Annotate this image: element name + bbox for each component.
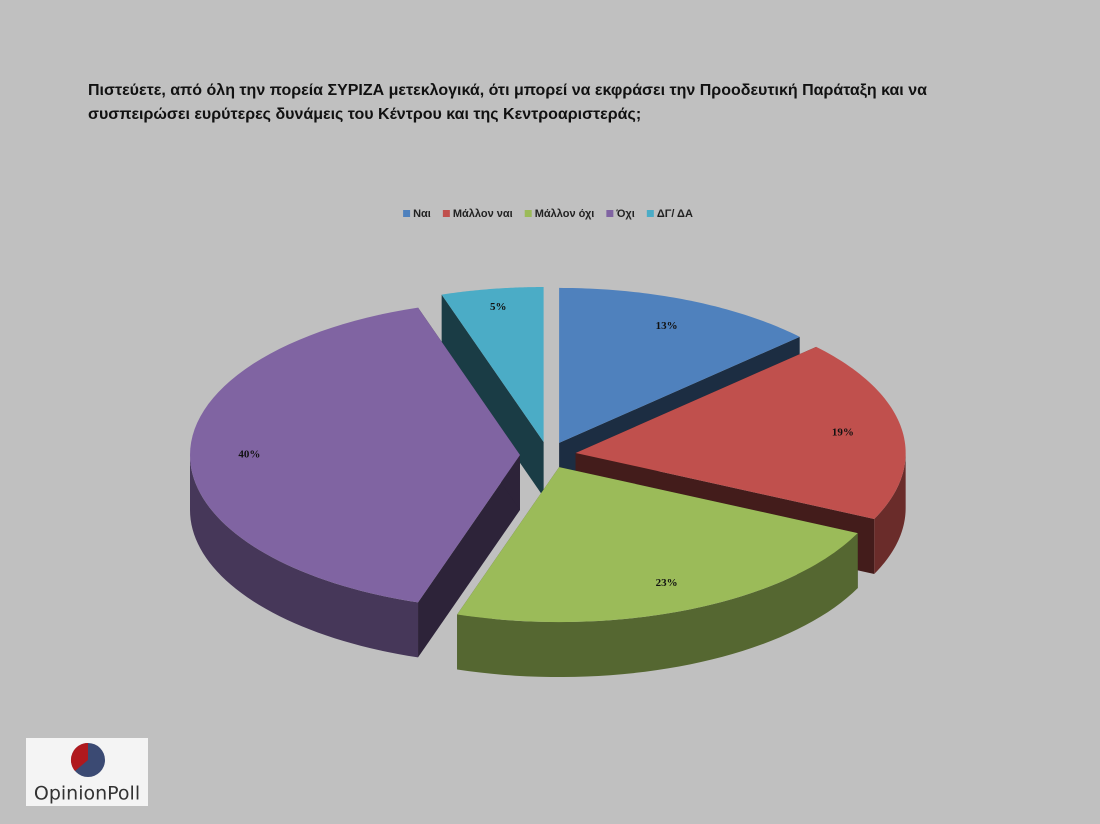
data-label: 40% — [238, 449, 260, 461]
legend-label: Ναι — [413, 208, 431, 220]
slice-wall — [418, 455, 520, 658]
chart-title: Πιστεύετε, από όλη την πορεία ΣΥΡΙΖΑ μετ… — [88, 82, 927, 123]
legend-label: Μάλλον όχι — [535, 208, 595, 220]
logo-segment — [70, 742, 88, 771]
logo: OpinionPoll — [26, 738, 148, 806]
legend: Ναι Μάλλον ναι Μάλλον όχι Όχι ΔΓ/ ΔΑ — [403, 208, 693, 220]
legend-label: Όχι — [615, 208, 634, 220]
pie-slice — [559, 287, 800, 443]
slice-side — [457, 533, 858, 678]
data-label: 13% — [656, 320, 678, 332]
pie-tops — [190, 287, 906, 623]
legend-label: Μάλλον ναι — [453, 208, 513, 220]
data-label: 5% — [490, 301, 507, 313]
pie-slice — [575, 346, 906, 519]
logo-text: OpinionPoll — [34, 783, 140, 805]
slice-wall — [441, 294, 544, 498]
pie-slice — [441, 287, 544, 443]
legend-swatch — [524, 210, 532, 217]
pie-slice — [190, 307, 520, 603]
slice-side — [190, 455, 419, 658]
legend-label: ΔΓ/ ΔΑ — [657, 208, 693, 220]
slice-side — [874, 452, 906, 574]
legend-swatch — [646, 210, 654, 217]
pie-slice — [457, 467, 858, 623]
data-label: 19% — [832, 427, 854, 439]
legend-swatch — [403, 210, 411, 217]
legend-swatch — [606, 210, 614, 217]
legend-swatch — [442, 210, 450, 217]
data-label: 23% — [656, 577, 678, 589]
